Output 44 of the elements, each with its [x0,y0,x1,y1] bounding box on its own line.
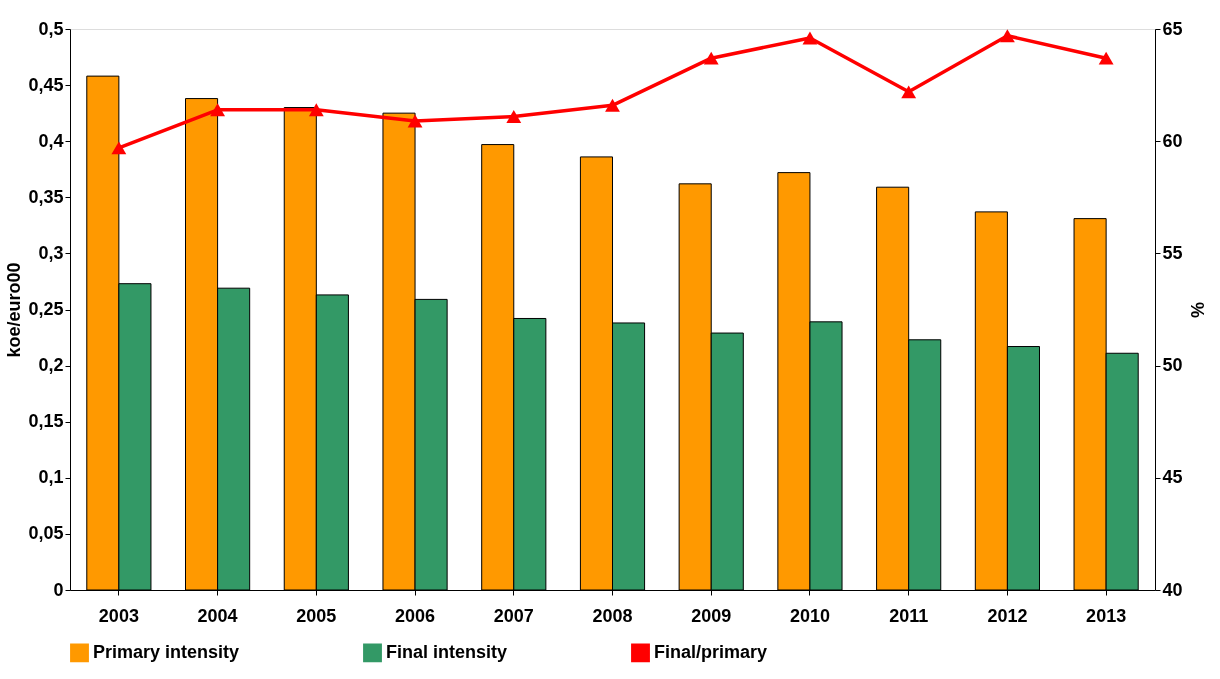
x-tick-label: 2008 [592,605,633,626]
x-tick-label: 2013 [1086,605,1127,626]
legend-label: Primary intensity [93,641,240,662]
y2-tick-label: 40 [1162,579,1183,600]
y-tick-label: 0,2 [38,355,64,376]
point [308,103,324,117]
y2-tick-label: 65 [1162,18,1183,39]
point [506,110,522,123]
x-tick-label: 2011 [889,605,929,626]
x-tick-label: 2007 [493,605,534,626]
legend-label: Final intensity [386,641,508,662]
point [1098,51,1114,65]
point [703,51,719,65]
point [605,98,620,112]
x-tick-label: 2004 [197,605,238,626]
point [802,31,818,45]
y-axis-title: koe/euro00 [4,262,25,358]
y-tick-label: 0,25 [28,299,64,319]
x-tick-label: 2009 [691,605,732,626]
y2-tick-label: 60 [1162,130,1183,151]
y-tick-label: 0,5 [38,18,64,39]
y2-tick-label: 45 [1162,467,1183,488]
y-tick-label: 0,45 [28,74,64,95]
x-tick-label: 2005 [296,605,337,626]
x-tick-label: 2012 [987,605,1028,626]
point [407,114,423,128]
point [901,85,917,99]
point [999,29,1015,43]
y-tick-label: 0,3 [38,242,64,263]
point [210,103,226,117]
y-tick-label: 0,1 [38,467,64,488]
y-tick-label: 0 [53,579,64,600]
point [111,141,127,155]
legend-label: Final/primary [654,641,768,662]
y2-tick-label: 55 [1162,242,1183,263]
x-tick-label: 2010 [789,605,830,626]
y-tick-label: 0,4 [38,130,64,151]
x-tick-label: 2003 [98,605,139,626]
y-tick-label: 0,35 [28,186,64,207]
y-tick-label: 0,05 [28,523,64,544]
x-tick-label: 2006 [395,605,436,626]
y2-axis-title: % [1186,301,1207,319]
y-tick-label: 0,15 [28,411,64,432]
y2-tick-label: 50 [1162,355,1183,376]
